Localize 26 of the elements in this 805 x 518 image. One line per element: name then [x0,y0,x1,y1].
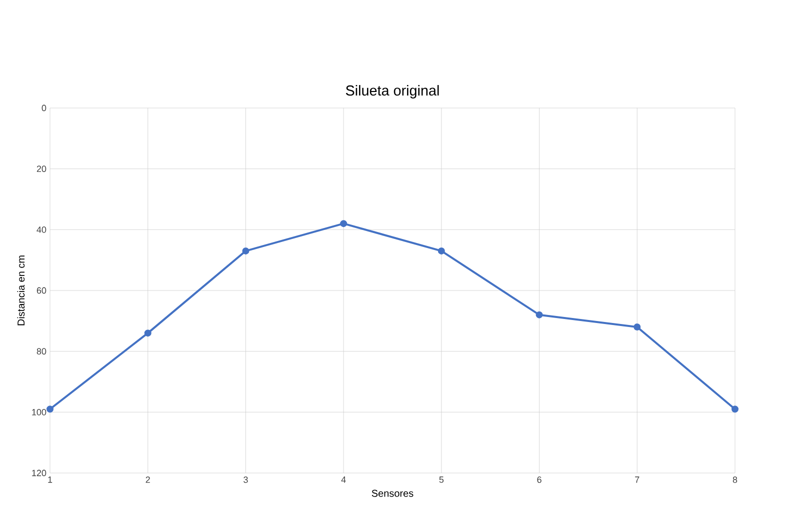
point [144,330,152,337]
y-axis-title: Distancia en cm [17,256,25,326]
x-tick-label: 4 [341,476,346,483]
y-tick-label: 40 [36,226,46,233]
x-tick-label: 2 [146,476,150,483]
x-tick-label: 3 [244,476,248,483]
point [634,323,641,330]
x-tick-label: 6 [537,476,542,483]
x-tick-label: 7 [635,476,640,483]
point [536,311,543,318]
y-tick-label: 0 [42,104,46,112]
point [438,247,445,254]
point [46,406,54,413]
y-tick-label: 100 [32,408,46,416]
x-tick-label: 5 [439,476,444,483]
x-tick-label: 1 [48,476,52,483]
y-tick-label: 20 [36,166,46,172]
point [731,406,738,413]
y-tick-label: 60 [36,287,46,294]
y-tick-label: 80 [36,348,46,355]
point [340,220,348,228]
point [242,247,250,254]
chart-title: Silueta original [346,85,439,98]
y-tick-label: 120 [32,470,46,476]
x-tick-label: 8 [732,476,738,483]
x-axis-title: Sensores [372,490,414,497]
